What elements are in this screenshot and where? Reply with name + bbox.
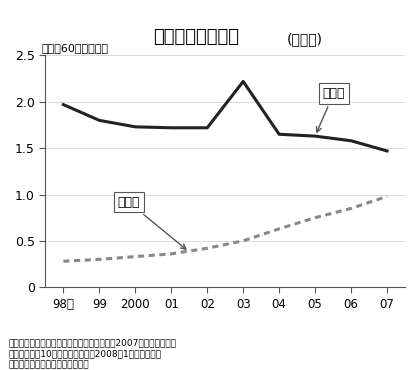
Text: 日本産は10月現在、中国産は2008年1月現在の水準: 日本産は10月現在、中国産は2008年1月現在の水準 <box>8 350 161 359</box>
Text: （資料）農林水産省より筆者作成: （資料）農林水産省より筆者作成 <box>8 361 89 370</box>
Text: 日本と中国の米価: 日本と中国の米価 <box>153 28 239 46</box>
Text: （注）日本産は玄米、中国産は精米の価格。2007年については、: （注）日本産は玄米、中国産は精米の価格。2007年については、 <box>8 339 176 347</box>
Text: 万円／60キログラム: 万円／60キログラム <box>42 43 109 53</box>
Text: 中国産: 中国産 <box>117 196 186 249</box>
Text: 日本産: 日本産 <box>317 87 345 132</box>
Text: (短粒種): (短粒種) <box>286 32 322 46</box>
